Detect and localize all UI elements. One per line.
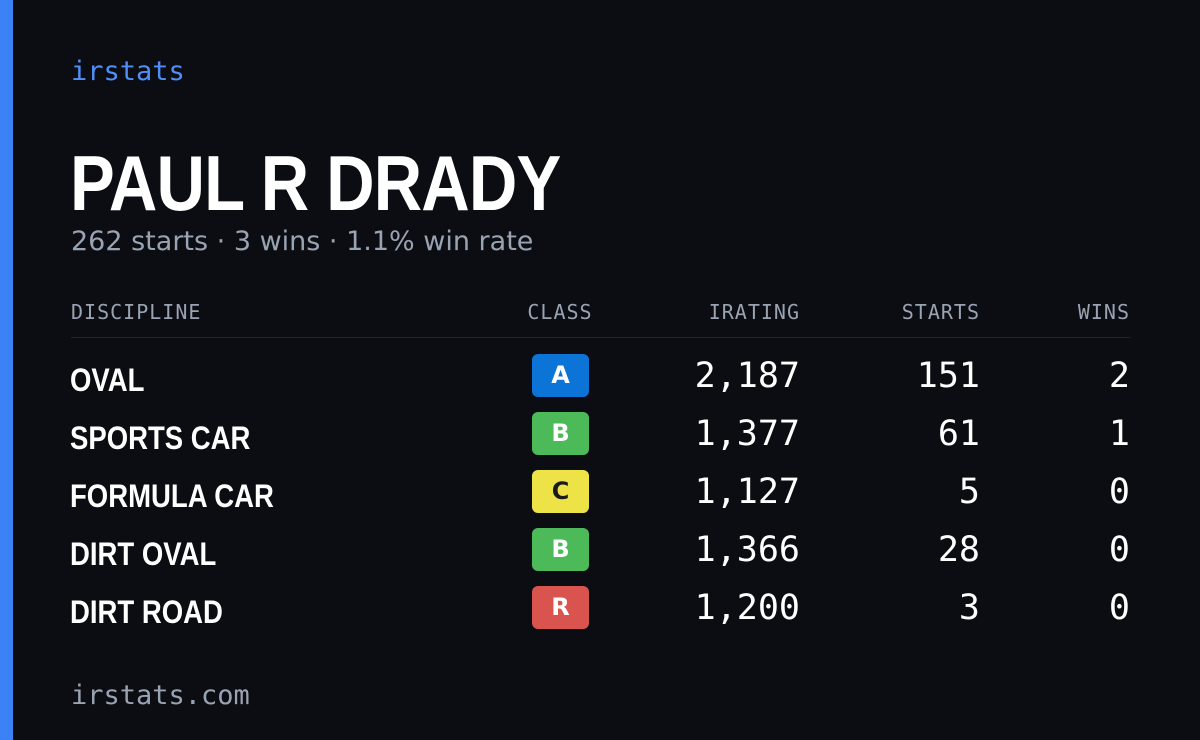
discipline-name: FORMULA CAR <box>70 478 274 514</box>
header-irating: IRATING <box>708 300 800 324</box>
wins-value: 1 <box>1108 414 1130 454</box>
wins-value: 2 <box>1108 356 1130 396</box>
footer-url[interactable]: irstats.com <box>71 680 250 711</box>
class-badge: A <box>532 354 589 397</box>
header-divider <box>71 337 1130 338</box>
class-badge: B <box>532 528 589 571</box>
table-row: DIRT ROAD R 1,200 3 0 <box>0 586 1200 644</box>
irating-value: 1,366 <box>694 530 800 570</box>
discipline-name: SPORTS CAR <box>70 420 251 456</box>
driver-name: PAUL R DRADY <box>70 139 561 227</box>
discipline-name: DIRT OVAL <box>70 536 217 572</box>
wins-value: 0 <box>1108 588 1130 628</box>
accent-bar <box>0 0 13 740</box>
class-badge: B <box>532 412 589 455</box>
starts-value: 3 <box>958 588 980 628</box>
table-row: DIRT OVAL B 1,366 28 0 <box>0 528 1200 586</box>
header-discipline: DISCIPLINE <box>71 300 202 324</box>
driver-summary: 262 starts · 3 wins · 1.1% win rate <box>71 226 534 257</box>
table-row: SPORTS CAR B 1,377 61 1 <box>0 412 1200 470</box>
wins-value: 0 <box>1108 530 1130 570</box>
table-row: OVAL A 2,187 151 2 <box>0 354 1200 412</box>
discipline-name: OVAL <box>70 362 145 398</box>
class-badge: R <box>532 586 589 629</box>
wins-value: 0 <box>1108 472 1130 512</box>
starts-value: 5 <box>958 472 980 512</box>
discipline-name: DIRT ROAD <box>70 594 223 630</box>
header-wins: WINS <box>1077 300 1130 324</box>
header-class: CLASS <box>527 300 593 324</box>
brand-logo: irstats <box>71 56 185 87</box>
starts-value: 28 <box>937 530 980 570</box>
table-row: FORMULA CAR C 1,127 5 0 <box>0 470 1200 528</box>
irating-value: 1,127 <box>694 472 800 512</box>
starts-value: 61 <box>937 414 980 454</box>
header-starts: STARTS <box>901 300 980 324</box>
irating-value: 1,200 <box>694 588 800 628</box>
irating-value: 1,377 <box>694 414 800 454</box>
irating-value: 2,187 <box>694 356 800 396</box>
class-badge: C <box>532 470 589 513</box>
starts-value: 151 <box>916 356 980 396</box>
